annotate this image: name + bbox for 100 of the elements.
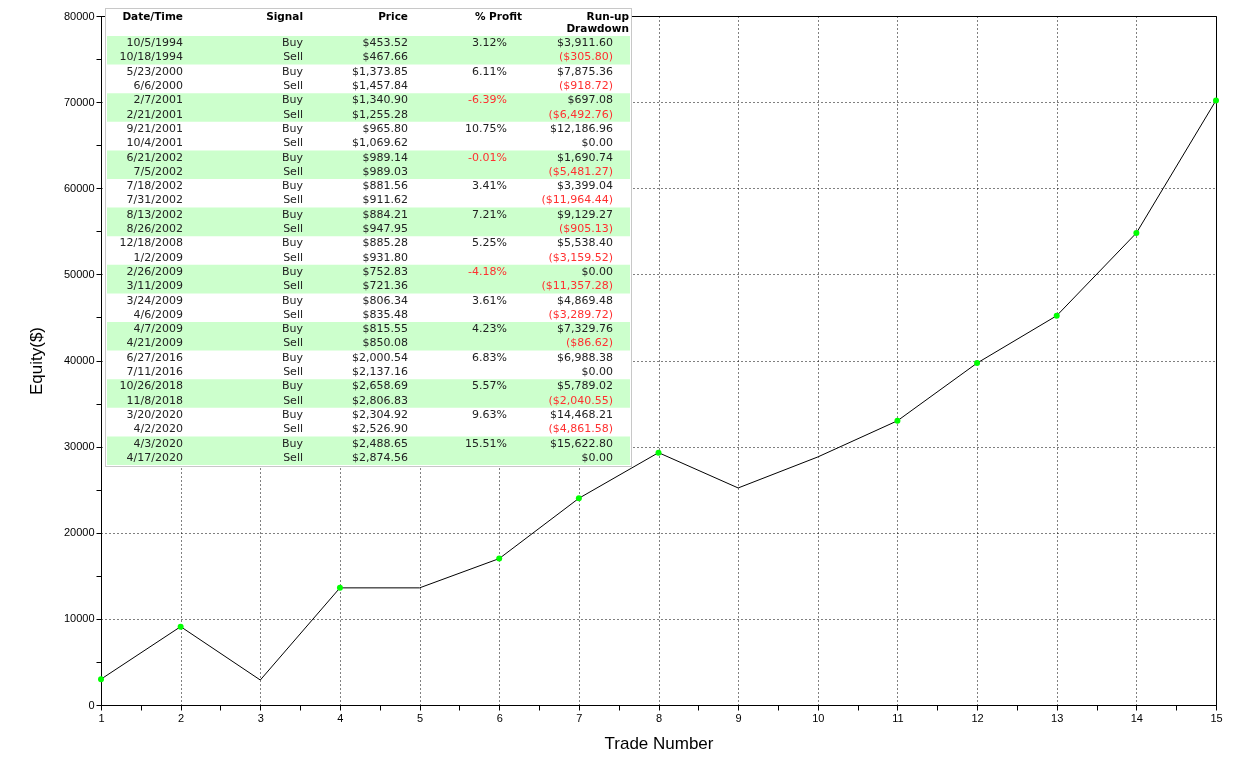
category-label: Date/Time: [122, 10, 183, 22]
text: Buy: [281, 436, 303, 450]
x-tick-label: 13: [1051, 711, 1064, 724]
text: 12/18/2008: [119, 236, 183, 250]
text: $0.00: [581, 450, 613, 464]
text: 10/4/2001: [126, 136, 183, 150]
text: 7/31/2002: [126, 193, 183, 207]
point: [974, 360, 981, 367]
x-tick-label: 7: [576, 711, 583, 724]
point: [496, 555, 503, 562]
y-tick-label: 40000: [63, 354, 95, 366]
y-tick-label: 60000: [63, 181, 95, 194]
text: ($2,040.55): [548, 393, 613, 407]
point: [177, 623, 184, 630]
text: 1/2/2009: [133, 250, 183, 264]
y-tick-label: 70000: [63, 95, 95, 108]
text: 5.57%: [472, 379, 507, 393]
x-tick-label: 14: [1130, 711, 1143, 724]
text: 6/6/2000: [133, 79, 183, 93]
text: $884.21: [362, 207, 408, 221]
text: Sell: [283, 79, 303, 93]
text: Sell: [283, 336, 303, 350]
text: 7/5/2002: [133, 164, 183, 178]
text: 10/18/1994: [119, 50, 183, 64]
text: Buy: [281, 64, 303, 78]
x-tick-label: 11: [892, 711, 904, 724]
x-tick-label: 15: [1210, 711, 1223, 724]
text: Buy: [281, 407, 303, 421]
text: 3.12%: [472, 36, 507, 50]
text: Sell: [283, 393, 303, 407]
text: 5/23/2000: [126, 64, 183, 78]
point: [575, 495, 582, 502]
text: $911.62: [362, 193, 408, 207]
text: Sell: [283, 193, 303, 207]
text: $14,468.21: [550, 407, 613, 421]
text: $5,789.02: [557, 379, 613, 393]
text: $850.08: [362, 336, 408, 350]
text: 4/7/2009: [133, 322, 183, 336]
category-label: Signal: [266, 10, 303, 22]
y-axis-title: Equity($): [26, 326, 46, 396]
text: $3,399.04: [557, 179, 613, 193]
y-tick-label: 20000: [63, 526, 95, 539]
text: 9/21/2001: [126, 121, 183, 135]
text: $881.56: [362, 179, 408, 193]
text: Buy: [281, 322, 303, 336]
point: [894, 417, 901, 424]
text: Buy: [281, 93, 303, 107]
text: 4/6/2009: [133, 307, 183, 321]
text: 10.75%: [465, 121, 507, 135]
text: $1,457.84: [352, 79, 408, 93]
text: $1,690.74: [557, 150, 613, 164]
text: $1,340.90: [352, 93, 408, 107]
text: -6.39%: [468, 93, 507, 107]
text: $815.55: [362, 322, 408, 336]
x-axis-title: Trade Number: [604, 733, 714, 753]
category-label: % Profit: [474, 10, 522, 22]
text: Sell: [283, 279, 303, 293]
text: Buy: [281, 350, 303, 364]
text: Sell: [283, 365, 303, 379]
text: ($918.72): [558, 79, 613, 93]
text: 2/21/2001: [126, 107, 183, 121]
text: $697.08: [567, 93, 613, 107]
x-tick-label: 12: [971, 711, 984, 724]
text: $989.14: [362, 150, 408, 164]
text: 4/3/2020: [133, 436, 183, 450]
x-tick-label: 2: [178, 711, 185, 724]
text: $15,622.80: [550, 436, 613, 450]
point: [655, 449, 662, 456]
text: Sell: [283, 107, 303, 121]
text: 5.25%: [472, 236, 507, 250]
text: -4.18%: [468, 264, 507, 278]
text: 3/24/2009: [126, 293, 183, 307]
text: 3.41%: [472, 179, 507, 193]
point: [1053, 312, 1060, 319]
text: Buy: [281, 207, 303, 221]
text: $947.95: [362, 222, 408, 236]
text: $9,129.27: [557, 207, 613, 221]
text: ($86.62): [565, 336, 613, 350]
text: $0.00: [581, 264, 613, 278]
text: $2,304.92: [352, 407, 408, 421]
text: $1,069.62: [352, 136, 408, 150]
text: 2/26/2009: [126, 264, 183, 278]
text: 6/27/2016: [126, 350, 183, 364]
category-label: Price: [378, 10, 408, 22]
text: 3/20/2020: [126, 407, 183, 421]
text: $7,329.76: [557, 322, 613, 336]
text: $806.34: [362, 293, 408, 307]
y-tick-label: 30000: [63, 440, 95, 453]
text: 15.51%: [465, 436, 507, 450]
point: [336, 584, 343, 591]
text: 7.21%: [472, 207, 507, 221]
text: $0.00: [581, 136, 613, 150]
x-tick-label: 9: [735, 711, 742, 724]
x-tick-label: 6: [496, 711, 503, 724]
text: $2,526.90: [352, 422, 408, 436]
text: Buy: [281, 121, 303, 135]
text: $835.48: [362, 307, 408, 321]
text: $2,658.69: [352, 379, 408, 393]
text: $965.80: [362, 121, 408, 135]
text: $12,186.96: [550, 121, 613, 135]
